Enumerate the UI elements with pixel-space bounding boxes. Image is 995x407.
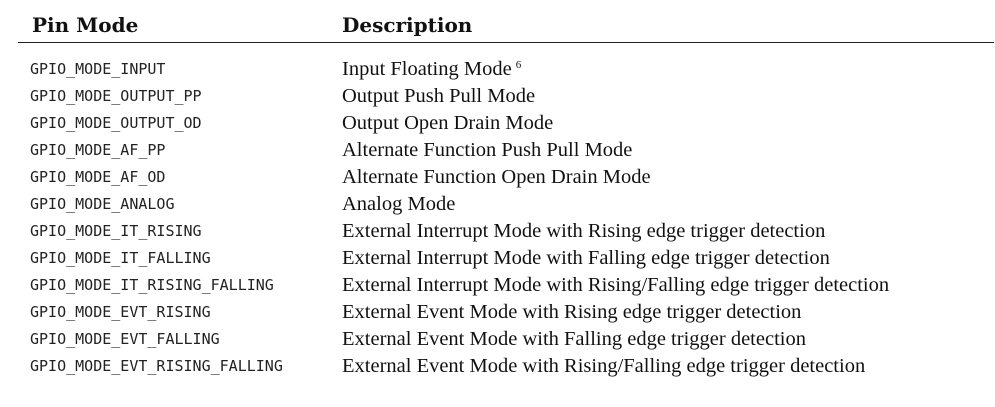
description-cell: Alternate Function Open Drain Mode — [342, 165, 651, 188]
description-cell: External Interrupt Mode with Rising/Fall… — [342, 273, 890, 296]
description-cell: External Event Mode with Falling edge tr… — [342, 327, 806, 350]
pin-mode-cell: GPIO_MODE_INPUT — [30, 60, 166, 78]
table-row: GPIO_MODE_AF_OD Alternate Function Open … — [18, 164, 994, 191]
pin-mode-cell: GPIO_MODE_IT_RISING — [30, 222, 202, 240]
table-row: GPIO_MODE_ANALOG Analog Mode — [18, 191, 994, 218]
table-row: GPIO_MODE_EVT_RISING_FALLING External Ev… — [18, 353, 994, 380]
pin-mode-cell: GPIO_MODE_OUTPUT_OD — [30, 114, 202, 132]
footnote-marker: 6 — [515, 58, 522, 71]
description-cell: External Interrupt Mode with Falling edg… — [342, 246, 830, 269]
pin-mode-cell: GPIO_MODE_EVT_RISING_FALLING — [30, 357, 283, 375]
pin-mode-cell: GPIO_MODE_EVT_RISING — [30, 303, 211, 321]
table-row: GPIO_MODE_EVT_RISING External Event Mode… — [18, 299, 994, 326]
description-cell: External Event Mode with Rising edge tri… — [342, 300, 802, 323]
table-row: GPIO_MODE_INPUT Input Floating Mode 6 — [18, 42, 994, 83]
pin-mode-table: Pin Mode Description GPIO_MODE_INPUT Inp… — [18, 0, 994, 380]
pin-mode-cell: GPIO_MODE_AF_PP — [30, 141, 166, 159]
description-cell: Input Floating Mode 6 — [328, 42, 994, 83]
description-text: Input Floating Mode — [342, 57, 512, 80]
table-body: GPIO_MODE_INPUT Input Floating Mode 6 GPI… — [18, 42, 994, 380]
table-row: GPIO_MODE_EVT_FALLING External Event Mod… — [18, 326, 994, 353]
header-row: Pin Mode Description — [18, 0, 994, 43]
pin-mode-column-header: Pin Mode — [18, 0, 328, 43]
table-header: Pin Mode Description — [18, 0, 994, 43]
pin-mode-cell: GPIO_MODE_EVT_FALLING — [30, 330, 220, 348]
description-cell: Output Open Drain Mode — [342, 111, 554, 134]
table-row: GPIO_MODE_IT_FALLING External Interrupt … — [18, 245, 994, 272]
pin-mode-cell: GPIO_MODE_IT_RISING_FALLING — [30, 276, 274, 294]
pin-mode-cell: GPIO_MODE_OUTPUT_PP — [30, 87, 202, 105]
description-cell: External Interrupt Mode with Rising edge… — [342, 219, 826, 242]
description-cell: Output Push Pull Mode — [342, 84, 536, 107]
table-row: GPIO_MODE_OUTPUT_PP Output Push Pull Mod… — [18, 83, 994, 110]
description-cell: External Event Mode with Rising/Falling … — [342, 354, 866, 377]
table-row: GPIO_MODE_IT_RISING_FALLING External Int… — [18, 272, 994, 299]
description-cell: Alternate Function Push Pull Mode — [342, 138, 633, 161]
table-row: GPIO_MODE_AF_PP Alternate Function Push … — [18, 137, 994, 164]
pin-mode-cell: GPIO_MODE_ANALOG — [30, 195, 175, 213]
table-row: GPIO_MODE_IT_RISING External Interrupt M… — [18, 218, 994, 245]
pin-mode-cell: GPIO_MODE_AF_OD — [30, 168, 166, 186]
description-column-header: Description — [328, 0, 994, 43]
description-cell: Analog Mode — [342, 192, 456, 215]
pin-mode-cell: GPIO_MODE_IT_FALLING — [30, 249, 211, 267]
table-row: GPIO_MODE_OUTPUT_OD Output Open Drain Mo… — [18, 110, 994, 137]
